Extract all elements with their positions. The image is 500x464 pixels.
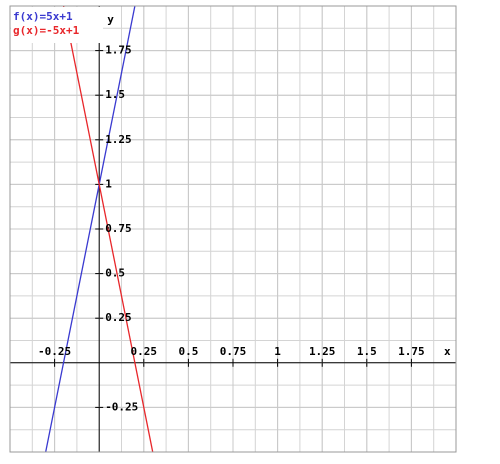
legend-box [11, 7, 103, 43]
y-tick-label: 0.25 [105, 311, 132, 324]
x-tick-label: -0.25 [38, 345, 71, 358]
plot-border [9, 5, 457, 453]
y-tick-label: 1 [105, 177, 112, 190]
x-tick-label: 1.5 [357, 345, 377, 358]
grid [9, 5, 457, 453]
y-tick-label: 1.75 [105, 44, 132, 57]
y-tick-label: 0.75 [105, 222, 132, 235]
y-tick-label: -0.25 [105, 400, 138, 413]
x-tick-label: 1 [274, 345, 281, 358]
y-tick-label: 1.5 [105, 88, 125, 101]
labels: -0.25 0.25 0.5 0.75 1 1.25 1.5 1.75 -0.25 0.25 0.5… [11, 7, 451, 413]
y-axis-label: y [107, 13, 114, 26]
legend: f(x)=5x+1g(x)=-5x+1 [11, 7, 103, 43]
y-tick-label: 1.25 [105, 133, 132, 146]
x-axis-label: x [444, 345, 451, 358]
legend-entry: f(x)=5x+1 [13, 10, 73, 23]
x-tick-label: 0.5 [178, 345, 198, 358]
function-line [45, 6, 136, 452]
x-tick-label: 0.25 [131, 345, 158, 358]
function-line [62, 6, 154, 452]
x-tick-label: 1.25 [309, 345, 336, 358]
y-tick-label: 0.5 [105, 267, 125, 280]
x-tick-label: 0.75 [220, 345, 247, 358]
legend-entry: g(x)=-5x+1 [13, 24, 80, 37]
plot-area [45, 6, 154, 452]
x-tick-label: 1.75 [398, 345, 425, 358]
